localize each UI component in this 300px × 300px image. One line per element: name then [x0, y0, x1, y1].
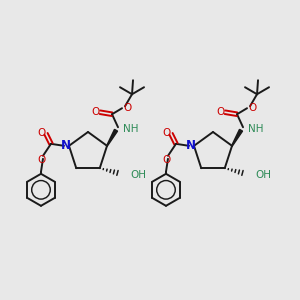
- Text: NH: NH: [123, 124, 139, 134]
- Text: O: O: [38, 155, 46, 165]
- Text: O: O: [163, 155, 171, 165]
- Text: N: N: [186, 139, 196, 152]
- Text: O: O: [216, 107, 224, 117]
- Polygon shape: [232, 129, 242, 146]
- Text: OH: OH: [255, 170, 271, 180]
- Text: O: O: [123, 103, 131, 113]
- Text: O: O: [91, 107, 99, 117]
- Text: O: O: [38, 128, 46, 138]
- Text: OH: OH: [130, 170, 146, 180]
- Text: O: O: [163, 128, 171, 138]
- Polygon shape: [107, 129, 118, 146]
- Text: O: O: [248, 103, 256, 113]
- Text: NH: NH: [248, 124, 263, 134]
- Text: N: N: [61, 139, 71, 152]
